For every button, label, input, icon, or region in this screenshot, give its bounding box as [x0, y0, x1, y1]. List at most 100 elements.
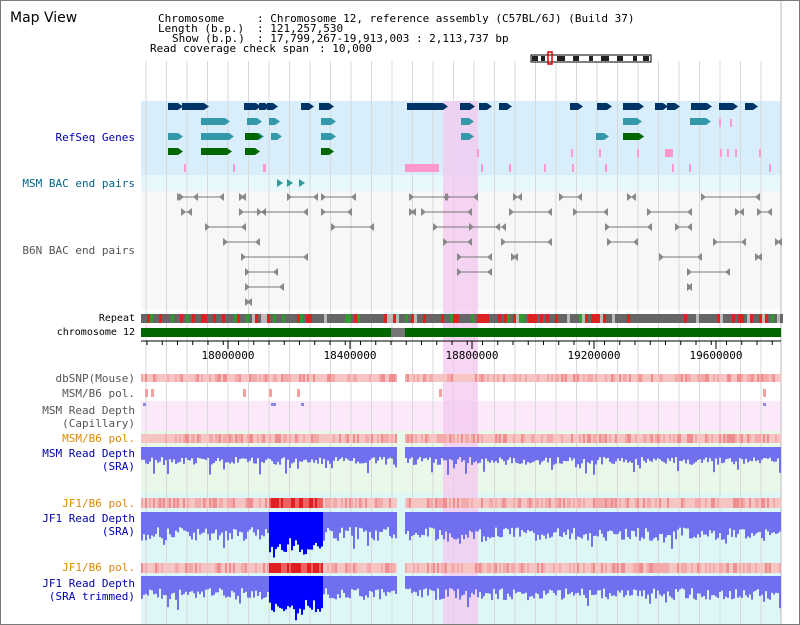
jf1-trim-depth-bar [579, 576, 581, 596]
jf1-b6-pol-bar [731, 498, 733, 508]
jf1-b6-pol-trim-bar [427, 563, 429, 573]
repeat-segment [756, 314, 759, 323]
repeat-segment [318, 314, 321, 323]
jf1-b6-pol-trim-bar [177, 563, 179, 573]
jf1-b6-pol-bar [511, 498, 513, 508]
jf1-b6-pol-bar [687, 498, 689, 508]
jf1-trim-depth-bar [263, 576, 265, 598]
jf1-trim-depth-bar [247, 576, 249, 598]
msm-sra-depth-bar [665, 447, 667, 464]
jf1-trim-depth-bar [571, 576, 573, 593]
gene-strand-arrow [257, 118, 262, 125]
msm-sra-depth-bar [715, 447, 717, 459]
jf1-trim-depth-bar [141, 576, 143, 599]
jf1-b6-pol-bar [607, 498, 609, 508]
jf1-b6-pol-trim-bar [371, 563, 373, 573]
dbsnp-bar [763, 374, 765, 382]
msm-sra-depth-bar [471, 447, 473, 465]
msm-b6-pol-bar [179, 434, 181, 443]
dbsnp-bar [493, 374, 495, 382]
msm-b6-pol-bar [505, 434, 507, 443]
dbsnp-bar [621, 374, 623, 382]
msm-b6-pol-bar [295, 434, 297, 443]
dbsnp-bar [723, 374, 725, 382]
jf1-b6-pol-trim-bar [567, 563, 569, 573]
msm-b6-pol-bar [495, 434, 497, 443]
msm-b6-pol-bar [499, 434, 501, 443]
repeat-segment [276, 314, 279, 323]
msm-b6-pol-bar [639, 434, 641, 443]
jf1-b6-pol-bar [143, 498, 145, 508]
jf1-b6-pol-trim-bar [735, 563, 737, 573]
msm-sra-depth-bar [445, 447, 447, 461]
refseq-gene [623, 118, 637, 125]
jf1-sra-depth-bar [235, 512, 237, 530]
repeat-segment [261, 314, 264, 323]
jf1-trim-depth-bar [251, 576, 253, 592]
jf1-sra-depth-bar [141, 512, 143, 541]
jf1-trim-depth-bar [609, 576, 611, 594]
jf1-b6-pol-trim-bar [355, 563, 357, 573]
jf1-b6-pol-trim-bar [205, 563, 207, 573]
msm-b6-pol-bar [339, 434, 341, 443]
jf1-trim-depth-bar [291, 576, 293, 606]
dbsnp-bar [255, 374, 257, 382]
bac-end-marker [321, 208, 326, 216]
msm-sra-depth-bar [141, 447, 143, 460]
msm-sra-depth-bar [455, 447, 457, 465]
dbsnp-bar [261, 374, 263, 382]
jf1-sra-depth-bar [185, 512, 187, 532]
jf1-b6-pol-bar [183, 498, 185, 508]
jf1-sra-depth-bar [333, 512, 335, 539]
dbsnp-bar [349, 374, 351, 382]
dbsnp-bar [495, 374, 497, 382]
jf1-sra-depth-bar [503, 512, 505, 530]
jf1-trim-depth-bar [537, 576, 539, 595]
refseq-gene [461, 133, 469, 140]
refseq-gene [245, 148, 255, 155]
repeat-segment [420, 314, 423, 323]
jf1-b6-pol-trim-bar [149, 563, 151, 573]
msm-b6-pol-bar [615, 434, 617, 443]
jf1-b6-pol-trim-bar [767, 563, 769, 573]
dbsnp-bar [177, 374, 179, 382]
gene-strand-arrow [329, 148, 334, 155]
repeat-segment [597, 314, 600, 323]
msm-b6-pol-bar [559, 434, 561, 443]
jf1-trim-depth-bar [373, 576, 375, 598]
jf1-b6-pol-bar [211, 498, 213, 508]
gene-strand-arrow [675, 103, 680, 110]
jf1-sra-depth-bar [171, 512, 173, 538]
chromosome-track-label: chromosome 12 [56, 327, 135, 338]
jf1-b6-pol-bar [297, 498, 299, 508]
jf1-sra-depth-bar [191, 512, 193, 540]
msm-sra-depth-bar [499, 447, 501, 458]
jf1-b6-pol-trim-bar [303, 563, 305, 573]
jf1-trim-depth-bar [249, 576, 251, 598]
msm-sra-depth-bar [727, 447, 729, 459]
msm-b6-pol-bar [657, 434, 659, 443]
jf1-trim-depth-bar [577, 576, 579, 593]
jf1-depth-sra-label-1: JF1 Read Depth [42, 512, 135, 525]
jf1-sra-depth-bar [263, 512, 265, 537]
jf1-b6-pol-trim-bar [709, 563, 711, 573]
msm-b6-pol-bar [335, 434, 337, 443]
dbsnp-bar [739, 374, 741, 382]
dbsnp-bar [475, 374, 477, 382]
jf1-b6-pol-trim-bar [755, 563, 757, 573]
jf1-trim-depth-bar [379, 576, 381, 600]
jf1-b6-pol-trim-bar [185, 563, 187, 573]
jf1-trim-depth-bar [159, 576, 161, 589]
jf1-trim-depth-bar [603, 576, 605, 589]
msm-b6-pol-bar [331, 434, 333, 443]
jf1-sra-depth-bar [667, 512, 669, 536]
jf1-sra-depth-bar [271, 512, 273, 547]
jf1-b6-pol-trim-bar [349, 563, 351, 573]
msm-b6-pol-bar [143, 434, 145, 443]
dbsnp-bar [355, 374, 357, 382]
jf1-sra-depth-bar [583, 512, 585, 535]
jf1-b6-pol-bar [483, 498, 485, 508]
jf1-b6-pol-trim-bar [263, 563, 265, 573]
jf1-sra-depth-bar [633, 512, 635, 532]
